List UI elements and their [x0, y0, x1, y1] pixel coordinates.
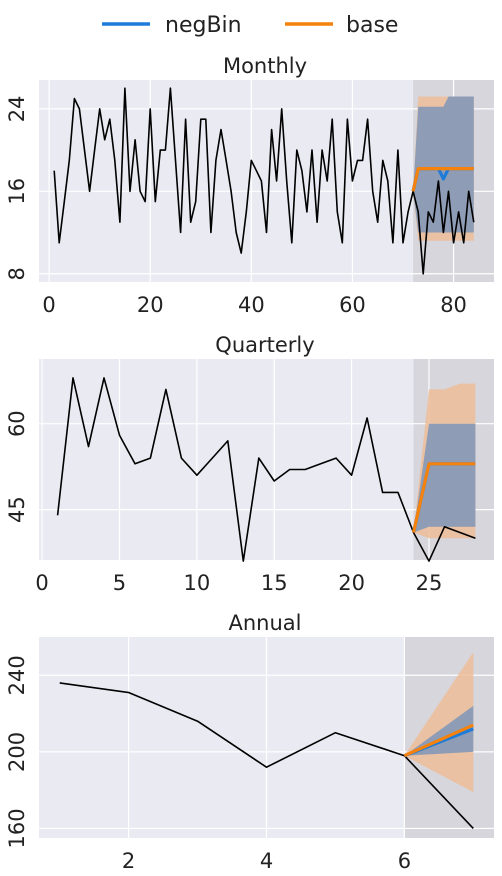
y-tick-label: 60 [5, 410, 29, 437]
chart-title-quarterly: Quarterly [215, 333, 314, 357]
plot-area-quarterly: 0 5 10 15 20 25 45 60 [5, 359, 494, 595]
base-forecast-line-annual [403, 723, 474, 758]
x-tick-label: 0 [35, 571, 48, 595]
plot-area-annual: 2 4 6 160 200 240 [5, 637, 494, 873]
x-tick-label: 5 [113, 571, 126, 595]
legend-negbin-label: negBin [165, 13, 242, 38]
x-tick-label: 60 [339, 293, 366, 317]
base-interval-band-annual [404, 652, 474, 793]
x-tick-label: 6 [398, 849, 411, 873]
negbin-interval-band-annual [404, 705, 474, 756]
y-tick-label: 24 [5, 96, 29, 123]
y-tick-label: 160 [5, 808, 29, 848]
x-tick-label: 0 [42, 293, 55, 317]
y-tick-label: 200 [5, 732, 29, 772]
actual-series-line-monthly [53, 87, 475, 275]
legend-base-label: base [346, 13, 398, 38]
chart-annual: Annual 2 4 6 160 200 240 [5, 611, 494, 873]
chart-monthly: Monthly 0 20 40 60 80 8 16 24 [5, 54, 494, 317]
x-tick-label: 40 [238, 293, 265, 317]
x-tick-label: 25 [416, 571, 443, 595]
y-tick-label: 8 [5, 267, 29, 280]
y-tick-label: 240 [5, 655, 29, 695]
x-tick-label: 15 [261, 571, 288, 595]
negbin-interval-band-monthly [413, 96, 474, 233]
y-tick-label: 45 [5, 496, 29, 523]
chart-title-annual: Annual [229, 611, 302, 635]
legend: negBin base [102, 13, 398, 38]
negbin-interval-band-quarterly [413, 423, 476, 533]
chart-title-monthly: Monthly [223, 54, 307, 78]
x-tick-label: 2 [122, 849, 135, 873]
x-tick-label: 20 [137, 293, 164, 317]
chart-quarterly: Quarterly 0 5 10 15 20 25 45 60 [5, 333, 494, 595]
base-forecast-line-monthly [411, 167, 474, 192]
x-tick-label: 80 [440, 293, 467, 317]
y-tick-label: 16 [5, 178, 29, 205]
plot-area-monthly: 0 20 40 60 80 8 16 24 [5, 80, 494, 317]
x-tick-label: 10 [183, 571, 210, 595]
base-forecast-line-quarterly [411, 462, 476, 533]
x-tick-label: 4 [260, 849, 273, 873]
x-tick-label: 20 [338, 571, 365, 595]
actual-series-line-quarterly [56, 377, 476, 562]
